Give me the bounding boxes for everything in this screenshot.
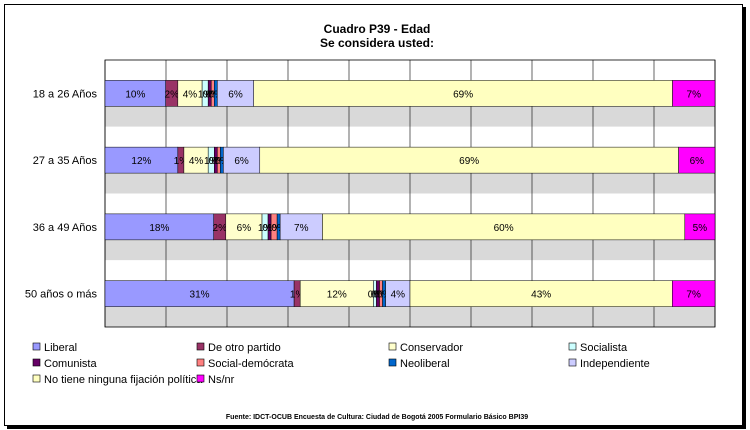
legend-swatch [568,342,577,351]
data-label: 6% [237,223,252,234]
data-label: 1% [258,223,273,234]
data-label: 0% [371,290,386,301]
data-label: 18% [149,223,169,234]
legend-label: Conservador [400,342,463,354]
chart-frame: Cuadro P39 - Edad Se considera usted: 18… [4,4,743,426]
plot-border [104,59,716,328]
legend-swatch [568,358,577,367]
data-label: 6% [228,89,243,100]
data-label: 1% [174,156,189,167]
data-label: 0% [262,223,277,234]
data-label: 0% [368,290,383,301]
data-label: 0% [202,89,217,100]
bar-segment [279,213,323,241]
data-label: 0% [271,223,286,234]
bar-segment [217,80,254,107]
data-label: 7% [294,223,309,234]
data-label: 1% [290,290,305,301]
data-label: 60% [494,223,514,234]
legend-label: Socialista [580,342,628,354]
chart-title: Cuadro P39 - Edad [324,22,431,36]
bar-segment [259,146,679,174]
data-label: 4% [189,156,204,167]
bar-segment [183,146,209,174]
data-label: 0% [209,156,224,167]
legend-swatch [196,358,205,367]
legend-label: No tiene ninguna fijación política [44,374,203,386]
legend-swatch [196,374,205,383]
data-label: 0% [377,290,392,301]
data-label: 1% [198,89,213,100]
data-label: 7% [687,89,702,100]
bar-segment [223,146,261,174]
plot-area: 18 a 26 Años 10% 2% 4% 1%0%0%0% 6% 69% 7%27 a 3… [25,59,716,328]
legend-swatch [32,374,41,383]
data-label: 4% [183,89,198,100]
bar-segment [225,213,263,241]
legend-label: Ns/nr [208,374,235,386]
data-label: 69% [459,156,479,167]
data-label: 0% [209,89,224,100]
data-label: 7% [686,290,701,301]
legend-label: De otro partido [208,342,281,354]
chart-subtitle: Se considera usted: [320,36,434,50]
bar-segment [104,213,214,241]
data-label: 31% [190,290,210,301]
data-label: 6% [690,156,705,167]
data-label: 4% [391,290,406,301]
bar-segment [385,280,411,307]
legend-swatch [32,358,41,367]
data-label: 2% [213,223,228,234]
data-label: 1% [267,223,282,234]
bar-segment [104,280,295,307]
bar-segment [409,280,673,307]
legend-label: Liberal [44,342,77,354]
data-label: 0% [215,156,230,167]
legend-label: Social-demócrata [208,358,294,370]
bar-segment [672,80,716,107]
legend-label: Independiente [580,358,650,370]
legend-swatch [196,342,205,351]
legend: Liberal De otro partido Conservador Sociali… [32,342,650,386]
data-label: 12% [131,156,151,167]
data-label: 0% [374,290,389,301]
category-label: 50 años o más [25,289,98,301]
data-label: 69% [453,89,473,100]
category-label: 18 a 26 Años [33,88,98,100]
legend-swatch [388,342,397,351]
legend-label: Neoliberal [400,358,450,370]
data-label: 0% [212,156,227,167]
bar-segment [678,146,716,174]
bar-segment [299,280,374,307]
legend-swatch [388,358,397,367]
legend-label: Comunista [44,358,97,370]
bar-segment [322,213,686,241]
bar-segment [253,80,673,107]
category-label: 27 a 35 Años [33,155,98,167]
bar-segment [672,280,716,307]
data-label: 0% [206,89,221,100]
category-label: 36 a 49 Años [33,222,98,234]
legend-swatch [32,342,41,351]
data-label: 2% [165,89,180,100]
data-label: 5% [693,223,708,234]
data-label: 43% [531,290,551,301]
data-label: 1% [204,156,219,167]
chart-svg: Cuadro P39 - Edad Se considera usted: 18… [25,22,716,421]
bar-segment [104,80,166,107]
data-label: 6% [234,156,249,167]
bar-segment [177,80,203,107]
data-label: 10% [125,89,145,100]
data-label: 12% [327,290,347,301]
bar-segment [684,213,716,241]
source-note: Fuente: IDCT-OCUB Encuesta de Cultura: C… [226,414,528,421]
